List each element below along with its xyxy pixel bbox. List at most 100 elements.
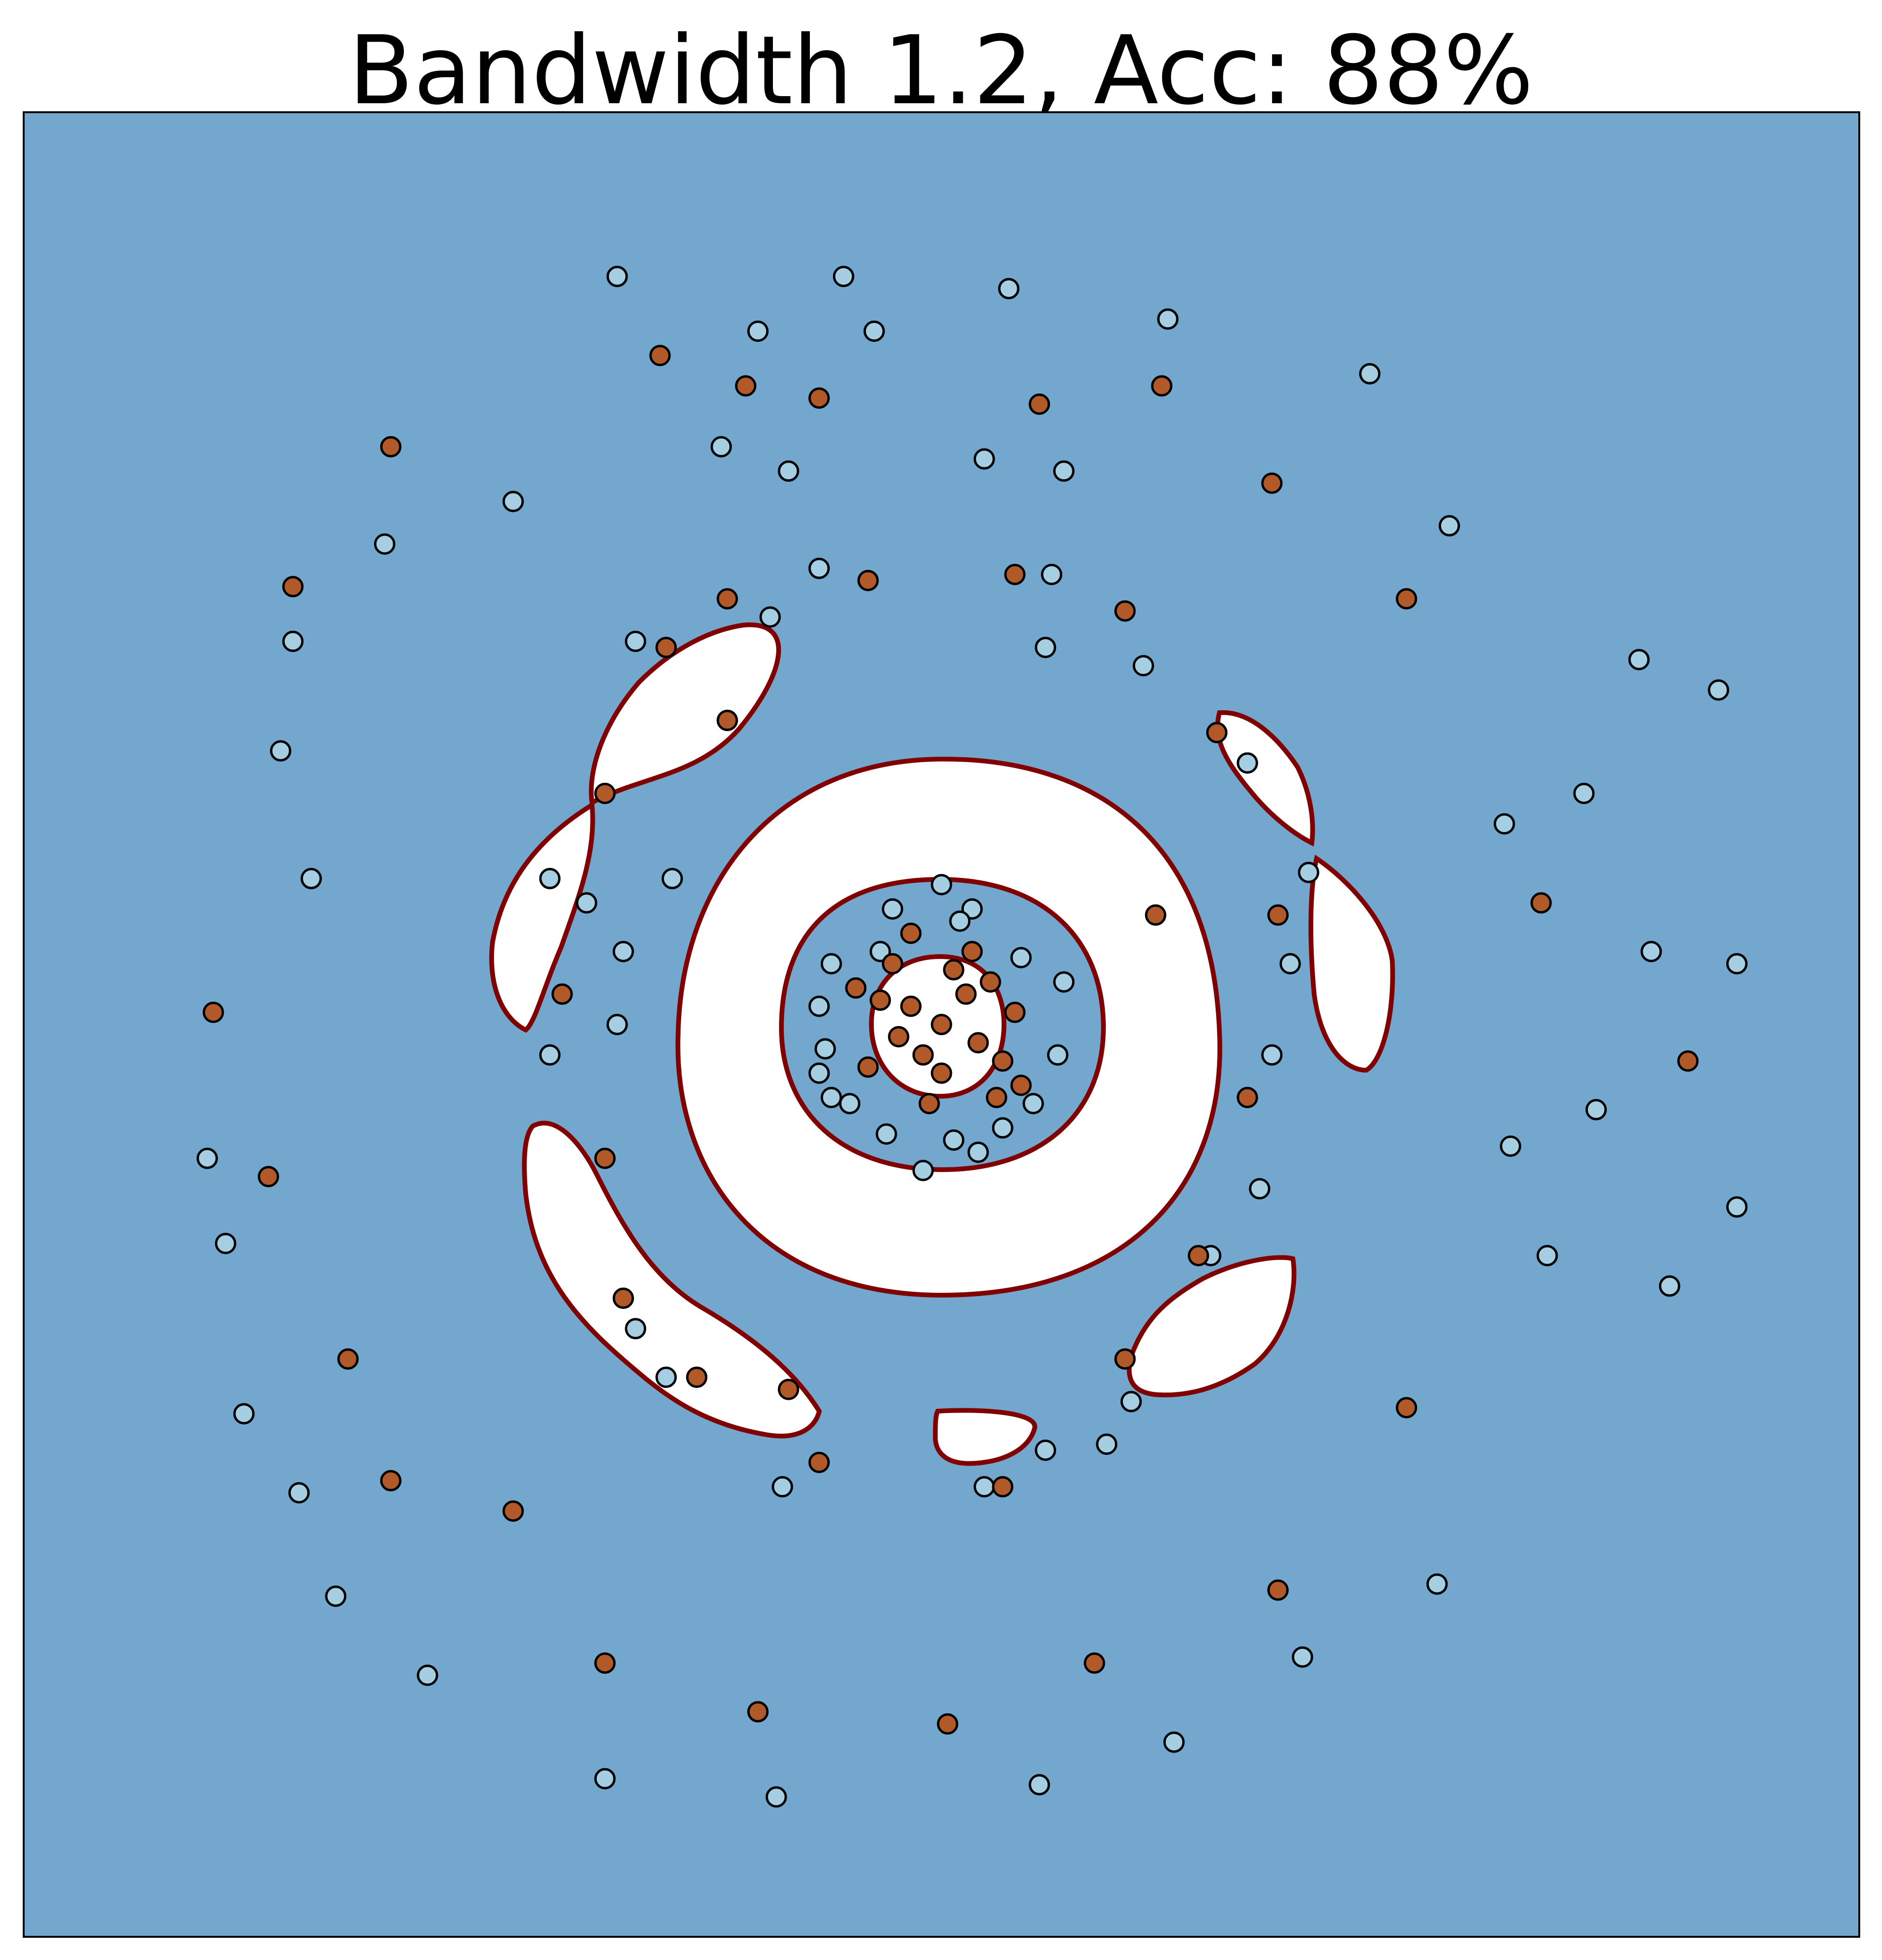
class-1-point — [655, 636, 677, 658]
class-1-point — [594, 783, 616, 804]
class-0-point — [863, 320, 885, 342]
class-0-point — [1291, 1646, 1313, 1668]
class-1-point — [1010, 1074, 1032, 1096]
class-1-point — [717, 709, 738, 731]
class-0-point — [197, 1147, 218, 1169]
class-1-point — [686, 1366, 708, 1388]
class-0-point — [502, 491, 524, 512]
class-1-point — [869, 989, 891, 1011]
lower-right-region — [1127, 1255, 1297, 1397]
class-0-point — [1035, 636, 1057, 658]
class-1-point — [979, 971, 1001, 993]
class-1-point — [1114, 600, 1136, 622]
class-0-point — [1237, 752, 1258, 774]
class-0-point — [1426, 1573, 1448, 1595]
class-0-point — [325, 1585, 347, 1607]
class-0-point — [1659, 1275, 1680, 1297]
class-0-point — [949, 910, 971, 932]
class-1-point — [649, 345, 671, 367]
class-0-point — [747, 320, 769, 342]
class-0-point — [606, 1014, 628, 1035]
class-0-point — [1536, 1245, 1558, 1266]
class-1-points — [203, 345, 1699, 1735]
class-0-point — [1035, 1440, 1057, 1461]
class-0-point — [233, 1403, 255, 1424]
class-1-point — [808, 387, 830, 409]
class-0-point — [374, 533, 395, 555]
class-0-point — [539, 1044, 561, 1066]
class-1-point — [961, 940, 983, 962]
class-0-point — [808, 995, 830, 1017]
class-1-point — [612, 1288, 634, 1309]
class-1-point — [1029, 394, 1050, 415]
class-0-point — [655, 1366, 677, 1388]
class-1-point — [380, 1470, 402, 1492]
bottom-region — [932, 1408, 1037, 1466]
class-1-point — [931, 1062, 952, 1084]
class-0-point — [612, 940, 634, 962]
class-1-point — [1206, 722, 1228, 743]
class-1-point — [778, 1378, 799, 1400]
class-0-point — [1628, 649, 1650, 671]
class-1-point — [943, 959, 965, 981]
class-1-point — [882, 953, 904, 975]
class-0-point — [992, 1117, 1013, 1139]
class-0-point — [771, 1476, 793, 1498]
class-0-point — [662, 868, 683, 889]
class-1-point — [1004, 1002, 1026, 1023]
class-0-point — [288, 1482, 310, 1504]
ring-region — [675, 756, 1222, 1298]
class-1-point — [1261, 472, 1283, 494]
class-1-point — [1004, 564, 1026, 585]
class-0-point — [1726, 1196, 1748, 1218]
class-1-point — [1145, 904, 1166, 926]
class-0-point — [1640, 940, 1662, 962]
class-1-point — [1677, 1050, 1699, 1072]
lower-left-region — [522, 1120, 822, 1439]
class-0-point — [215, 1233, 236, 1254]
class-1-point — [857, 570, 879, 591]
class-1-point — [1151, 375, 1173, 397]
class-0-point — [765, 1786, 787, 1808]
class-0-point — [876, 1123, 897, 1145]
class-0-point — [576, 892, 598, 914]
class-0-point — [282, 630, 304, 652]
class-1-point — [1237, 1087, 1258, 1109]
class-0-point — [625, 630, 646, 652]
class-1-point — [900, 922, 922, 944]
class-0-point — [943, 1129, 965, 1151]
class-1-point — [968, 1032, 989, 1054]
class-0-point — [606, 266, 628, 287]
class-1-point — [747, 1701, 769, 1723]
class-0-point — [808, 1062, 830, 1084]
class-0-point — [1359, 363, 1380, 385]
class-0-point — [968, 1141, 989, 1163]
class-0-point — [1585, 1099, 1607, 1120]
class-0-point — [1120, 1391, 1142, 1413]
class-1-point — [1396, 588, 1417, 609]
right-region — [1308, 854, 1395, 1073]
class-0-point — [973, 448, 995, 470]
class-1-point — [735, 375, 757, 397]
class-1-point — [1396, 1397, 1417, 1419]
class-0-point — [833, 266, 854, 287]
class-1-point — [1114, 1348, 1136, 1370]
class-1-point — [203, 1002, 224, 1023]
class-0-point — [710, 436, 732, 457]
class-0-points — [197, 266, 1748, 1808]
class-0-point — [1041, 564, 1063, 585]
class-0-point — [931, 874, 952, 895]
class-1-point — [282, 576, 304, 598]
class-0-point — [1029, 1774, 1050, 1796]
class-0-point — [778, 460, 799, 482]
class-1-point — [992, 1050, 1013, 1072]
class-1-point — [1530, 892, 1552, 914]
class-0-point — [1132, 655, 1154, 677]
class-1-point — [1188, 1245, 1210, 1266]
class-0-point — [1279, 953, 1301, 975]
class-0-point — [539, 868, 561, 889]
class-1-point — [808, 1451, 830, 1473]
class-0-point — [815, 1038, 836, 1060]
class-0-point — [625, 1318, 646, 1340]
class-0-point — [1500, 1135, 1522, 1157]
